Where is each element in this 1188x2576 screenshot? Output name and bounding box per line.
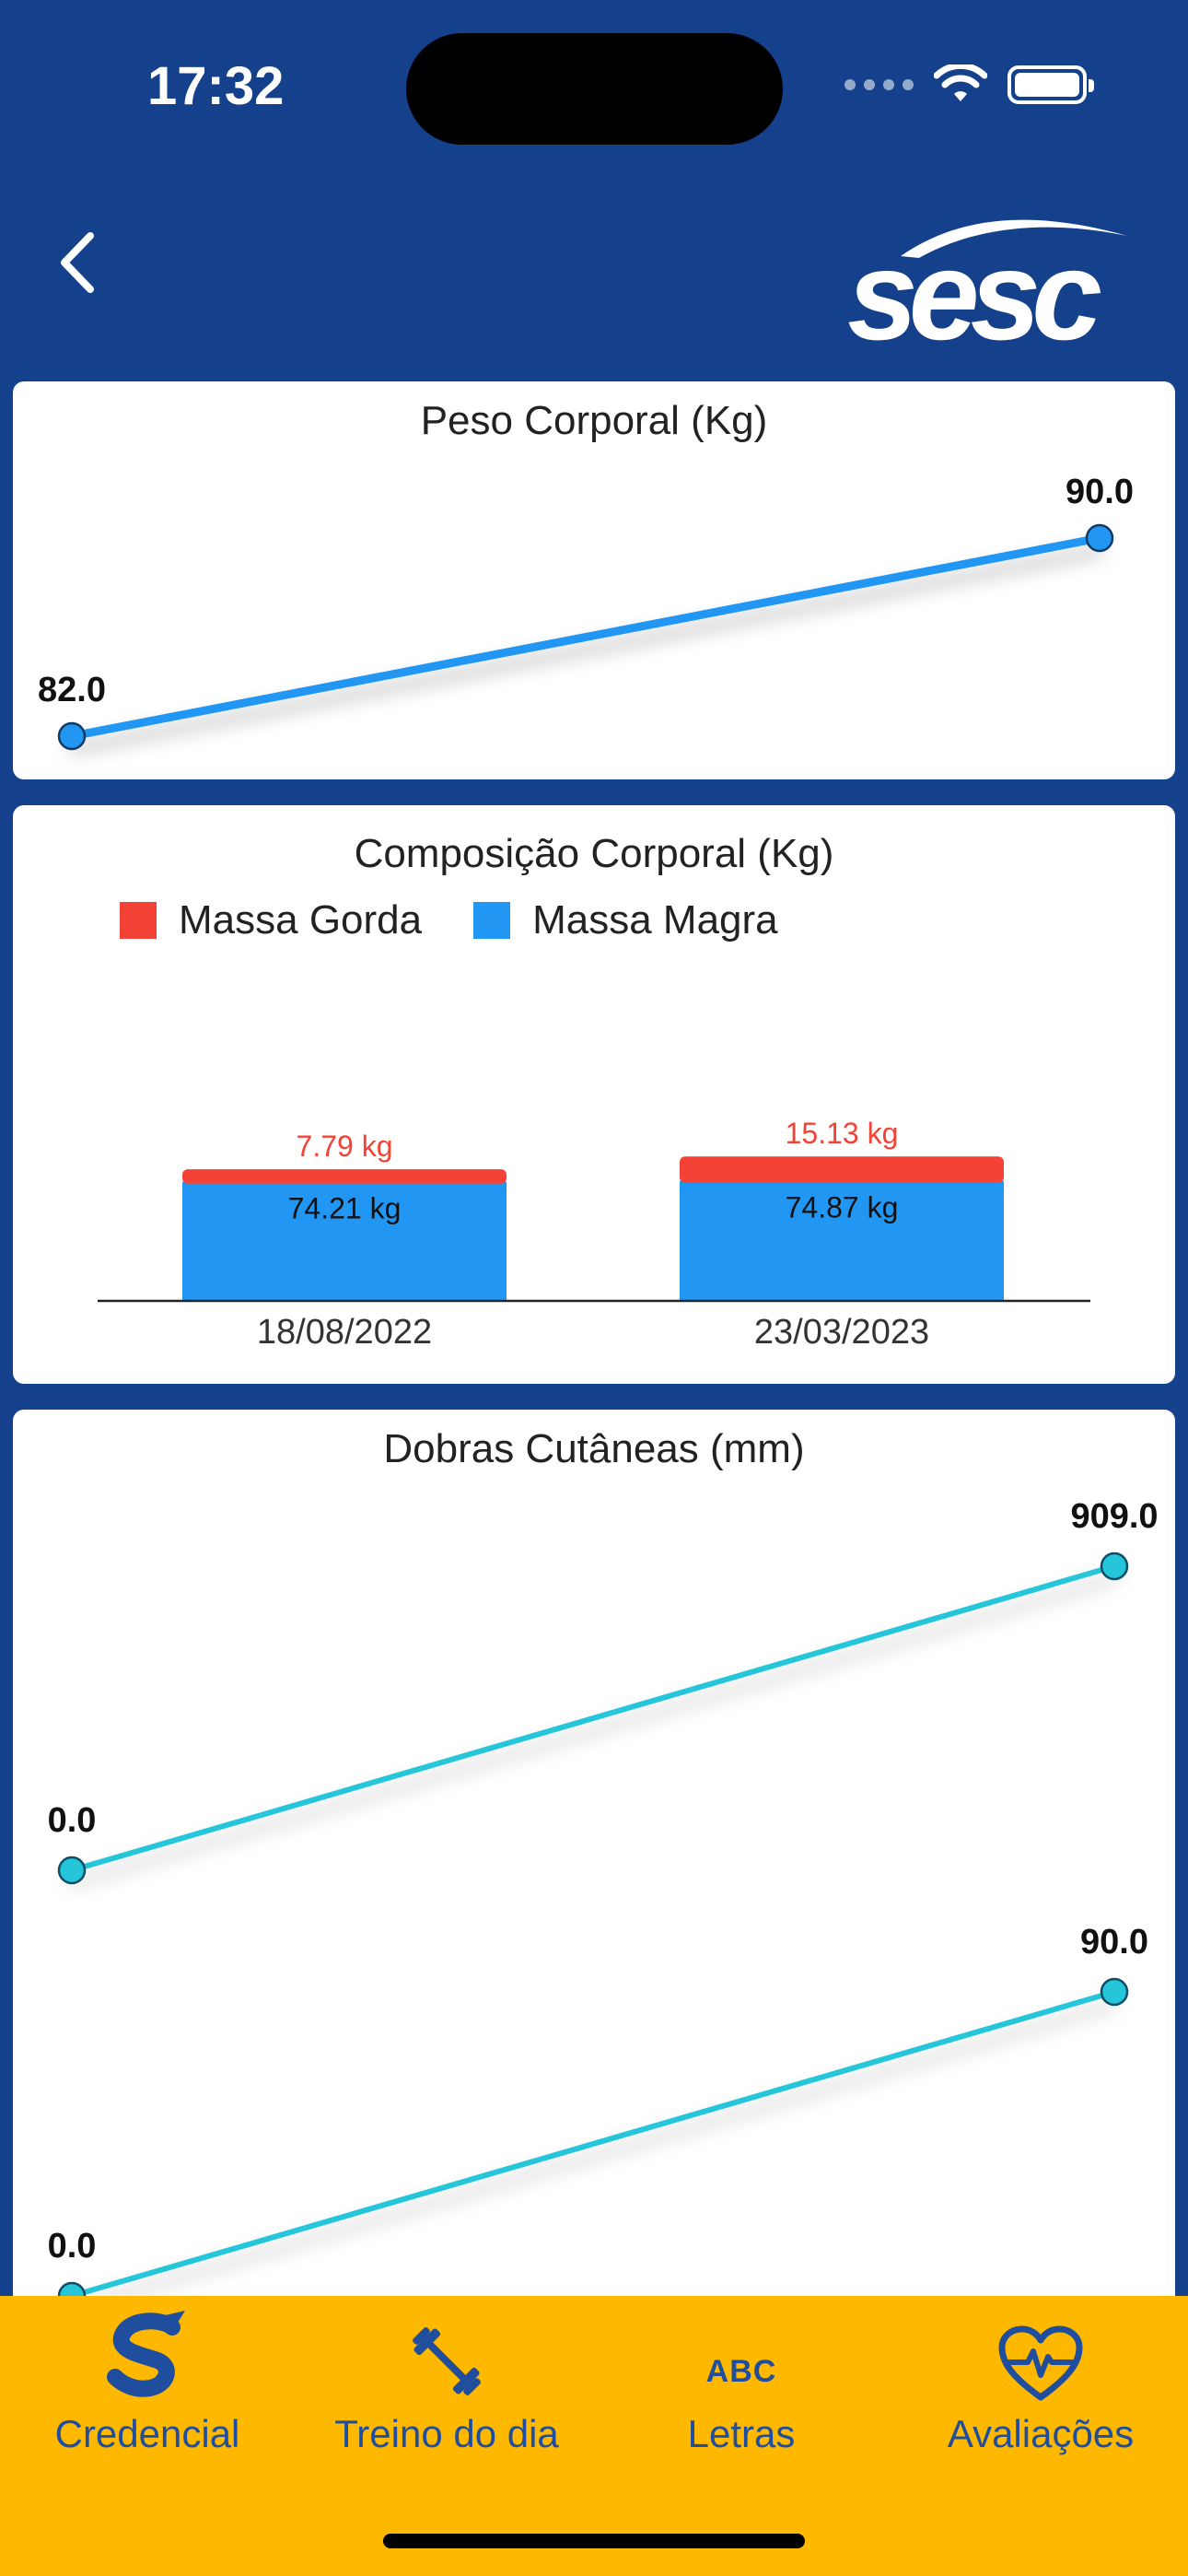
tab-label: Avaliações <box>947 2412 1135 2455</box>
home-indicator <box>383 2534 805 2548</box>
dobras-chart: 0.0 909.0 0.0 90.0 <box>48 1497 1159 2311</box>
dobras-series-2-line <box>69 1989 1117 2299</box>
tab-label: Credencial <box>54 2412 240 2455</box>
cellular-signal-icon <box>844 79 914 90</box>
peso-chart-title: Peso Corporal (Kg) <box>420 398 768 443</box>
bar-massa-gorda <box>680 1156 1004 1183</box>
app-header: sesc <box>0 175 1188 367</box>
bar-massa-magra <box>680 1180 1004 1301</box>
legend-label: Massa Gorda <box>179 897 423 943</box>
status-bar: 17:32 <box>0 0 1188 175</box>
dobras-data-label: 909.0 <box>1070 1497 1158 1536</box>
tab-label: Treino do dia <box>334 2412 559 2455</box>
tab-treino-do-dia[interactable]: Treino do dia <box>313 2296 580 2480</box>
back-button[interactable] <box>37 221 120 304</box>
tab-letras[interactable]: ABC Letras <box>626 2296 856 2480</box>
battery-icon <box>1007 65 1094 104</box>
composicao-chart: 7.79 kg 15.13 kg 74.21 kg 74.87 kg 18/08… <box>98 1117 1090 1352</box>
peso-chart: 82.0 90.0 <box>38 473 1134 751</box>
dobras-data-label: 0.0 <box>48 1801 97 1840</box>
x-tick-label: 23/03/2023 <box>754 1313 929 1352</box>
peso-series-line <box>67 533 1104 741</box>
peso-data-label: 82.0 <box>38 671 106 709</box>
status-time: 17:32 <box>147 56 285 116</box>
sesc-s-icon <box>106 2296 189 2406</box>
abc-icon: ABC <box>706 2296 777 2406</box>
dobras-point <box>57 1856 87 1885</box>
composicao-corporal-card: Composição Corporal (Kg) Massa Gorda Mas… <box>13 805 1175 1384</box>
bar-massa-gorda <box>182 1169 507 1184</box>
bar-label-massa-gorda: 7.79 kg <box>297 1130 393 1163</box>
abc-icon-text: ABC <box>705 2354 777 2389</box>
x-tick-label: 18/08/2022 <box>257 1313 432 1352</box>
composicao-chart-title: Composição Corporal (Kg) <box>354 831 834 876</box>
dumbbell-icon <box>405 2296 488 2406</box>
bar-label-massa-magra: 74.87 kg <box>786 1191 899 1224</box>
legend-swatch-blue <box>473 902 511 939</box>
dynamic-island <box>406 33 783 145</box>
bar-label-massa-gorda: 15.13 kg <box>786 1117 899 1150</box>
bar-massa-magra <box>182 1181 507 1301</box>
status-icons <box>844 64 1094 105</box>
peso-point <box>1085 523 1114 553</box>
tab-credencial[interactable]: Credencial <box>18 2296 276 2480</box>
legend-item-massa-magra: Massa Magra <box>473 897 778 943</box>
heart-pulse-icon <box>996 2296 1085 2406</box>
tab-label: Letras <box>687 2412 796 2455</box>
peso-data-label: 90.0 <box>1066 473 1134 511</box>
legend-label: Massa Magra <box>532 897 778 943</box>
dobras-chart-title: Dobras Cutâneas (mm) <box>383 1426 805 1471</box>
dobras-data-label: 90.0 <box>1080 1923 1148 1961</box>
dobras-series-1-line <box>69 1563 1117 1873</box>
bar-label-massa-magra: 74.21 kg <box>288 1192 402 1225</box>
peso-point <box>57 721 87 751</box>
logo-text: sesc <box>847 225 1101 348</box>
legend-item-massa-gorda: Massa Gorda <box>120 897 422 943</box>
dobras-point <box>1100 1977 1129 2007</box>
bottom-tab-bar: Credencial Treino do dia ABC Letras <box>0 2296 1188 2576</box>
dobras-data-label: 0.0 <box>48 2227 97 2266</box>
composicao-legend: Massa Gorda Massa Magra <box>120 897 778 943</box>
dobras-point <box>1100 1551 1129 1581</box>
peso-corporal-card: Peso Corporal (Kg) 82.0 90.0 <box>13 381 1175 779</box>
wifi-icon <box>934 64 987 101</box>
chevron-left-icon <box>61 232 94 293</box>
sesc-logo: sesc <box>845 199 1131 367</box>
tab-avaliacoes[interactable]: Avaliações <box>921 2296 1160 2480</box>
legend-swatch-red <box>120 902 157 939</box>
dobras-cutaneas-card: Dobras Cutâneas (mm) 0.0 909.0 0.0 90.0 <box>13 1410 1175 2331</box>
